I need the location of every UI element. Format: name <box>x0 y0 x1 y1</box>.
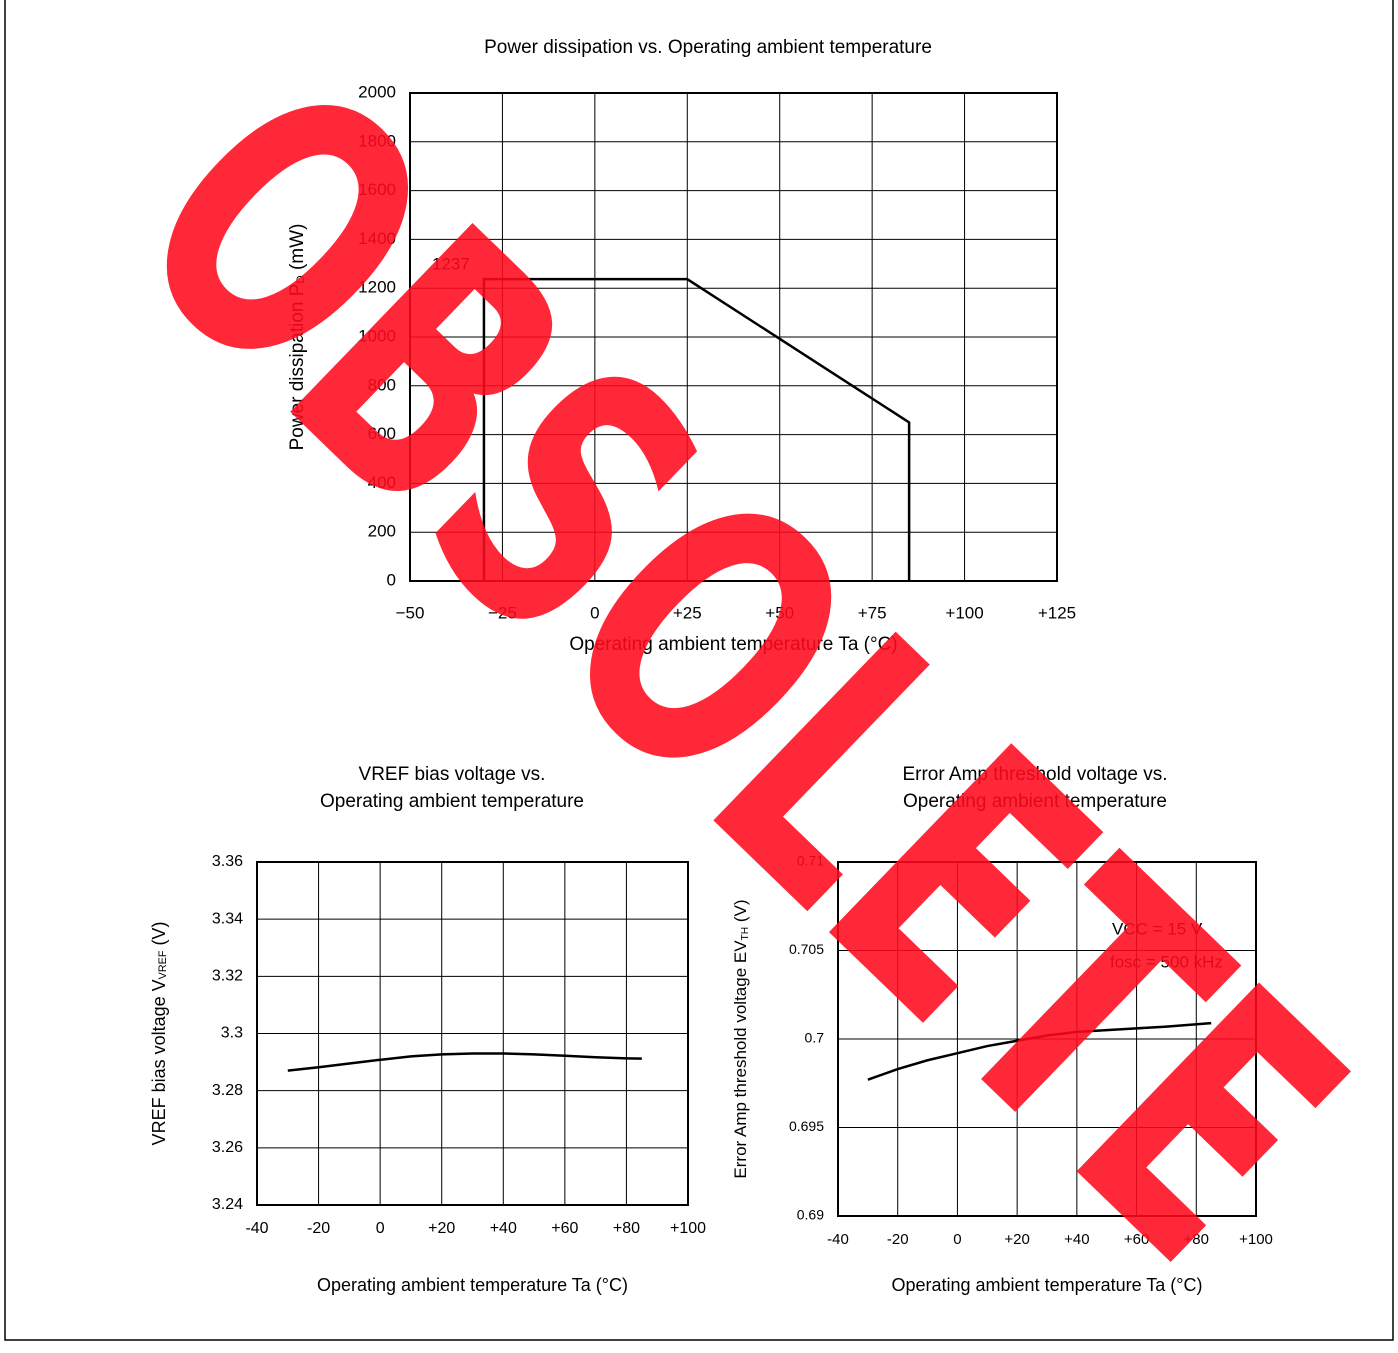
x-tick-label: +80 <box>613 1220 640 1237</box>
page-frame <box>4 0 1394 1341</box>
x-tick-label: -40 <box>245 1220 268 1237</box>
x-tick-label: +40 <box>490 1220 517 1237</box>
y-tick-label: 1400 <box>358 229 396 248</box>
y-tick-label: 0 <box>387 570 396 589</box>
y-tick-label: 1000 <box>358 326 396 345</box>
x-tick-label: 0 <box>590 603 599 622</box>
y-axis-label-part: TH <box>740 927 751 941</box>
y-tick-label: 600 <box>368 424 396 443</box>
x-tick-label: −25 <box>488 603 517 622</box>
annotation: fosc = 500 kHz <box>1110 952 1223 971</box>
x-tick-label: +60 <box>1124 1231 1149 1248</box>
x-tick-label: -20 <box>887 1231 909 1248</box>
chart-title: VREF bias voltage vs. <box>359 764 546 785</box>
y-axis-label-part: D <box>295 275 307 283</box>
x-tick-label: +100 <box>670 1220 706 1237</box>
watermark: OBSOLETE <box>60 7 1398 1336</box>
y-axis-label: VREF bias voltage VVREF (V) <box>149 922 169 1146</box>
y-tick-label: 0.705 <box>789 941 824 957</box>
x-tick-label: +80 <box>1184 1231 1209 1248</box>
y-axis-label-part: (mW) <box>287 224 308 276</box>
y-tick-label: 0.695 <box>789 1118 824 1134</box>
y-axis-label: Error Amp threshold voltage EVTH (V) <box>731 899 750 1178</box>
y-axis-label-part: VREF bias voltage V <box>149 979 169 1145</box>
y-tick-label: 0.69 <box>797 1207 824 1223</box>
y-tick-label: 3.28 <box>212 1082 243 1099</box>
y-axis-label-part: (V) <box>149 922 169 951</box>
y-tick-label: 3.36 <box>212 853 243 870</box>
x-tick-label: +125 <box>1038 603 1076 622</box>
x-tick-label: +40 <box>1064 1231 1089 1248</box>
y-tick-label: 1200 <box>358 278 396 297</box>
x-tick-label: +20 <box>1004 1231 1029 1248</box>
y-tick-label: 3.32 <box>212 968 243 985</box>
y-tick-label: 800 <box>368 375 396 394</box>
y-tick-label: 1800 <box>358 131 396 150</box>
plot-frame <box>837 861 1257 1217</box>
x-tick-label: +25 <box>673 603 702 622</box>
y-tick-label: 1600 <box>358 180 396 199</box>
y-tick-label: 3.24 <box>212 1196 243 1213</box>
x-axis-label: Operating ambient temperature Ta (°C) <box>569 634 897 655</box>
data-line <box>867 1021 1212 1081</box>
chart-title: Operating ambient temperature <box>903 791 1167 812</box>
y-axis-label-part: Power dissipation P <box>287 284 308 451</box>
x-tick-label: 0 <box>953 1231 961 1248</box>
x-tick-label: +60 <box>551 1220 578 1237</box>
x-axis-label: Operating ambient temperature Ta (°C) <box>891 1275 1202 1295</box>
annotation: VCC = 15 V <box>1112 919 1203 938</box>
chart-title: Error Amp threshold voltage vs. <box>902 764 1167 785</box>
x-axis-label: Operating ambient temperature Ta (°C) <box>317 1275 628 1295</box>
y-tick-label: 2000 <box>358 82 396 101</box>
chart-title: Operating ambient temperature <box>320 791 584 812</box>
y-tick-label: 3.26 <box>212 1139 243 1156</box>
y-tick-label: 400 <box>368 473 396 492</box>
data-line <box>482 277 911 581</box>
y-tick-label: 200 <box>368 522 396 541</box>
y-tick-label: 3.3 <box>221 1025 243 1042</box>
y-axis-label-part: (V) <box>731 899 750 926</box>
y-axis-label-part: Error Amp threshold voltage EV <box>731 940 750 1179</box>
data-label: 1237 <box>432 255 470 274</box>
y-axis-label-part: VREF <box>157 950 169 979</box>
plot-frame <box>256 861 689 1206</box>
plot-frame <box>409 92 1058 582</box>
x-tick-label: +100 <box>945 603 983 622</box>
x-tick-label: +75 <box>858 603 887 622</box>
y-axis-label: Power dissipation PD (mW) <box>287 224 308 451</box>
x-tick-label: +100 <box>1239 1231 1273 1248</box>
x-tick-label: −50 <box>396 603 425 622</box>
x-tick-label: -40 <box>827 1231 849 1248</box>
x-tick-label: +50 <box>765 603 794 622</box>
x-tick-label: 0 <box>376 1220 385 1237</box>
chart-title: Power dissipation vs. Operating ambient … <box>484 37 932 58</box>
y-tick-label: 0.7 <box>805 1030 825 1046</box>
data-line <box>287 1052 642 1072</box>
x-tick-label: +20 <box>428 1220 455 1237</box>
y-tick-label: 3.34 <box>212 910 243 927</box>
x-tick-label: -20 <box>307 1220 330 1237</box>
y-tick-label: 0.71 <box>797 853 824 869</box>
